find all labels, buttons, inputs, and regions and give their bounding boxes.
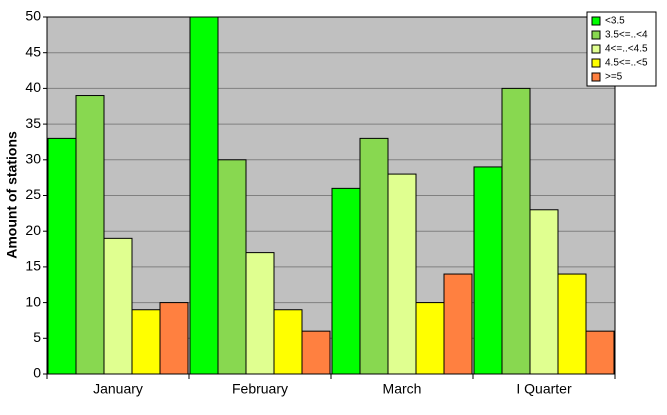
bar — [131, 309, 161, 375]
bar — [331, 187, 361, 375]
y-tick-label: 50 — [25, 8, 41, 24]
legend-swatch — [591, 44, 601, 54]
x-tick-label: January — [93, 381, 143, 397]
y-tick-label: 35 — [25, 115, 41, 131]
bar — [245, 252, 275, 375]
legend-label: 3.5<=..<4 — [605, 30, 648, 41]
legend-swatch — [591, 16, 601, 26]
y-tick-label: 0 — [33, 365, 41, 381]
legend-swatch — [591, 72, 601, 82]
x-tick-label: I Quarter — [516, 381, 572, 397]
bar — [189, 16, 219, 375]
legend-swatch — [591, 30, 601, 40]
bar — [217, 159, 247, 375]
bar — [501, 87, 531, 375]
y-tick-label: 5 — [33, 329, 41, 345]
legend-label: >=5 — [605, 72, 623, 83]
y-tick-label: 45 — [25, 43, 41, 59]
legend: <3.5 3.5<=..<4 4<=..<4.5 4.5<=..<5 >=5 — [586, 11, 657, 87]
legend-label: 4<=..<4.5 — [605, 44, 648, 55]
bar — [415, 302, 445, 375]
y-axis-label: Amount of stations — [4, 131, 20, 259]
legend-label: 4.5<=..<5 — [605, 58, 648, 69]
bar — [557, 273, 587, 375]
bar — [47, 137, 77, 375]
y-tick-label: 30 — [25, 151, 41, 167]
bar — [443, 273, 473, 375]
legend-swatch — [591, 58, 601, 68]
y-tick-label: 20 — [25, 222, 41, 238]
bar — [585, 330, 615, 375]
bar — [359, 137, 389, 375]
legend-label: <3.5 — [605, 16, 625, 27]
bar — [273, 309, 303, 375]
bar — [159, 302, 189, 375]
y-tick-label: 40 — [25, 79, 41, 95]
bar — [75, 95, 105, 375]
y-tick-label: 15 — [25, 258, 41, 274]
x-tick-label: February — [232, 381, 288, 397]
bar — [387, 173, 417, 375]
bar — [103, 237, 133, 375]
bar — [301, 330, 331, 375]
y-tick-label: 10 — [25, 293, 41, 309]
x-tick-label: March — [383, 381, 422, 397]
y-tick-label: 25 — [25, 186, 41, 202]
plot-border — [46, 16, 616, 375]
bar — [473, 166, 503, 375]
bar — [529, 209, 559, 375]
